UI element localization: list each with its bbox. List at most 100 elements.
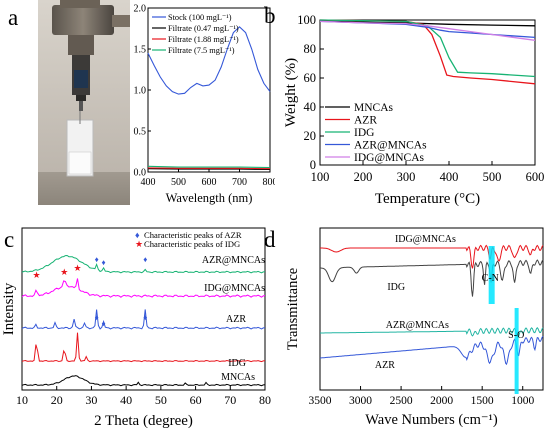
cn-highlight-bar bbox=[488, 246, 495, 304]
y-tick-label: 100 bbox=[297, 13, 316, 27]
legend-entry-3: AZR@MNCAs bbox=[354, 140, 427, 152]
x-tick-label: 800 bbox=[263, 177, 276, 188]
x-tick-label: 500 bbox=[171, 177, 186, 188]
series-line-0 bbox=[319, 20, 536, 27]
idg-peak-marker: ★ bbox=[33, 270, 41, 280]
series-line-0 bbox=[21, 254, 266, 274]
azr-peak-marker: ♦ bbox=[143, 313, 147, 322]
x-axis-label: 2 Theta (degree) bbox=[94, 413, 193, 429]
x-tick-label: 100 bbox=[311, 170, 330, 184]
series-line-4 bbox=[21, 375, 266, 387]
x-tick-label: 2500 bbox=[390, 395, 413, 407]
annotation-so: S-O bbox=[508, 330, 524, 341]
series-line-3 bbox=[319, 335, 544, 366]
y-axis-label: Transmittance bbox=[285, 268, 301, 350]
series-label-2: AZR bbox=[226, 314, 246, 325]
legend-entry-4: IDG@MNCAs bbox=[354, 152, 425, 164]
series-label-2: AZR@MNCAs bbox=[386, 320, 449, 331]
series-line-1 bbox=[21, 278, 266, 298]
legend-entry-1: Filtrate (0.47 mgL⁻¹) bbox=[168, 24, 239, 33]
x-tick-label: 3000 bbox=[349, 395, 372, 407]
x-tick-label: 200 bbox=[354, 170, 373, 184]
series-label-3: IDG bbox=[228, 358, 246, 369]
y-tick-label: 2.0 bbox=[134, 4, 147, 15]
series-line-2 bbox=[147, 167, 271, 170]
y-tick-label: 0.5 bbox=[134, 127, 147, 138]
x-tick-label: 10 bbox=[16, 393, 28, 407]
x-tick-label: 40 bbox=[120, 393, 132, 407]
series-label-0: IDG@MNCAs bbox=[395, 234, 456, 245]
legend-entry-2: Filtrate (1.88 mgL⁻¹) bbox=[168, 35, 239, 44]
series-label-1: IDG bbox=[387, 282, 405, 293]
azr-peak-marker: ♦ bbox=[95, 313, 99, 322]
panel-label-c: c bbox=[4, 227, 15, 252]
plot-frame bbox=[21, 227, 266, 391]
so-highlight-bar bbox=[514, 308, 519, 394]
series-label-1: IDG@MNCAs bbox=[204, 283, 265, 294]
series-line-2 bbox=[319, 19, 536, 78]
x-tick-label: 80 bbox=[259, 393, 271, 407]
series-label-4: MNCAs bbox=[221, 372, 255, 383]
x-tick-label: 20 bbox=[51, 393, 63, 407]
series-line-2 bbox=[320, 327, 544, 339]
plot-frame bbox=[319, 19, 536, 166]
legend-entry-2: IDG bbox=[354, 127, 374, 139]
legend-entry-0: Characteristic peaks of AZR bbox=[144, 230, 242, 240]
series-line-1 bbox=[147, 168, 271, 171]
x-tick-label: 30 bbox=[85, 393, 97, 407]
x-tick-label: 50 bbox=[155, 393, 167, 407]
legend-entry-0: MNCAs bbox=[354, 102, 394, 114]
legend-entry-3: Filtrate (7.5 mgL⁻¹) bbox=[168, 46, 235, 55]
x-tick-label: 600 bbox=[526, 170, 545, 184]
y-tick-label: 1.0 bbox=[134, 86, 147, 97]
x-tick-label: 300 bbox=[397, 170, 416, 184]
x-tick-label: 600 bbox=[202, 177, 217, 188]
panel-label-a: a bbox=[8, 5, 19, 30]
y-tick-label: 20 bbox=[304, 129, 317, 143]
series-line-0 bbox=[320, 244, 544, 269]
panel-label-d: d bbox=[264, 227, 276, 252]
y-tick-label: 80 bbox=[304, 42, 317, 56]
azr-peak-marker: ♦ bbox=[102, 258, 106, 267]
legend-entry-1: Characteristic peaks of IDG bbox=[144, 239, 240, 249]
x-axis-label: Wavelength (nm) bbox=[166, 191, 253, 205]
annotation-cn: C-N bbox=[482, 273, 499, 284]
x-axis-label: Temperature (°C) bbox=[375, 191, 480, 207]
y-axis-label: Weight (%) bbox=[283, 58, 299, 127]
y-axis-label: Intensity bbox=[1, 282, 17, 335]
series-line-1 bbox=[320, 259, 544, 297]
x-tick-label: 60 bbox=[190, 393, 202, 407]
x-axis-label: Wave Numbers (cm⁻¹) bbox=[365, 412, 498, 428]
x-tick-label: 2000 bbox=[430, 395, 453, 407]
series-line-3 bbox=[147, 165, 271, 169]
azr-peak-marker: ♦ bbox=[102, 319, 106, 328]
x-tick-label: 500 bbox=[483, 170, 502, 184]
idg-peak-marker: ★ bbox=[74, 263, 82, 273]
chart-d-ftir: 3500 3000 2500 2000 1500 1000 Wave Numbers (cm… bbox=[285, 227, 544, 428]
series-line-0 bbox=[147, 26, 271, 95]
series-line-2 bbox=[21, 309, 266, 330]
x-tick-label: 400 bbox=[440, 170, 459, 184]
chart-c-xrd: 10 20 30 40 50 60 70 80 2 Theta (degree) Intensit… bbox=[1, 227, 271, 429]
plot-frame bbox=[319, 227, 544, 391]
x-tick-label: 3500 bbox=[309, 395, 332, 407]
chart-b-tga: 100 200 300 400 500 600 0 20 40 60 80 100 Temperatur… bbox=[283, 13, 545, 207]
x-tick-label: 70 bbox=[224, 393, 236, 407]
chart-a-uv-absorbance: 400 500 600 700 800 0.0 0.5 1.0 1.5 2.0 Wavelength… bbox=[134, 4, 276, 206]
y-tick-label: 1.5 bbox=[134, 45, 147, 56]
y-tick-label: 60 bbox=[304, 71, 317, 85]
x-tick-label: 700 bbox=[232, 177, 247, 188]
legend-entry-0: Stock (100 mgL⁻¹) bbox=[168, 13, 232, 22]
y-tick-label: 0 bbox=[310, 158, 316, 172]
azr-peak-marker: ♦ bbox=[95, 255, 99, 264]
x-tick-label: 400 bbox=[141, 177, 156, 188]
legend-marker-1: ★ bbox=[135, 239, 143, 249]
legend-entry-1: AZR bbox=[354, 115, 377, 127]
idg-peak-marker: ★ bbox=[60, 267, 68, 277]
series-line-3 bbox=[21, 332, 266, 363]
y-tick-label: 0.0 bbox=[134, 168, 147, 179]
x-tick-label: 1500 bbox=[471, 395, 494, 407]
series-label-3: AZR bbox=[375, 360, 395, 371]
azr-peak-marker: ♦ bbox=[143, 255, 147, 264]
